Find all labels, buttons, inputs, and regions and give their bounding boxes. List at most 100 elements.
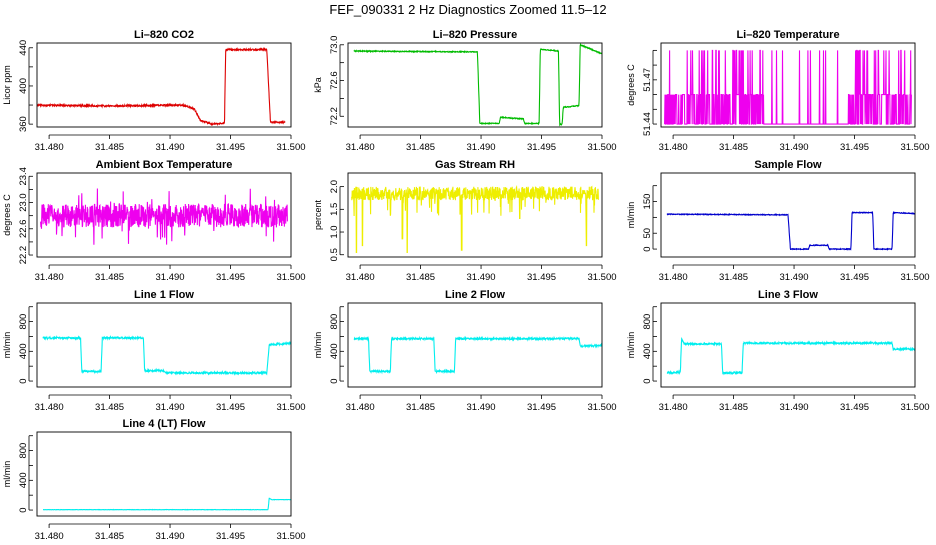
y-tick-label: 440 [18,40,29,56]
x-tick-label: 31.480 [346,142,375,153]
y-axis-label: ml/min [313,332,323,359]
y-tick-label: 22.2 [18,246,29,265]
series-line [351,184,599,254]
y-axis-label: ml/min [626,202,636,229]
x-tick-label: 31.480 [346,402,375,413]
plot-frame [36,172,292,258]
y-axis-label: ml/min [2,332,12,359]
x-tick-label: 31.485 [406,142,435,153]
x-tick-label: 31.500 [900,142,929,153]
y-tick-label: 400 [18,472,29,488]
chart-title: Sample Flow [754,159,822,171]
x-tick-label: 31.490 [780,142,809,153]
y-tick-label: 51.47 [642,68,653,92]
chart-title: Li–820 Temperature [736,29,839,41]
x-tick-label: 31.500 [276,402,305,413]
plot-frame [660,42,916,128]
x-tick-label: 31.490 [467,142,496,153]
chart-title: Gas Stream RH [435,159,515,171]
x-tick-label: 31.490 [467,402,496,413]
plot-frame [347,42,603,128]
y-tick-label: 400 [18,78,29,94]
chart-panel: Line 4 (LT) Flow ml/min 31.480 31.485 31.490… [2,418,306,542]
x-tick-label: 31.490 [156,531,185,540]
x-tick-label: 31.500 [587,142,616,153]
plot-frame [660,172,916,258]
x-tick-label: 31.480 [659,402,688,413]
x-tick-label: 31.485 [95,402,124,413]
y-axis-label: kPa [313,77,323,93]
plot-frame [36,42,292,128]
chart-panel: Sample Flow ml/min 31.480 31.485 31.490 31.49… [626,159,930,283]
x-tick-label: 31.480 [35,531,64,540]
x-tick-label: 31.490 [467,272,496,283]
x-tick-label: 31.485 [406,272,435,283]
chart-panel: Line 2 Flow ml/min 31.480 31.485 31.490 31.49… [313,289,617,413]
x-tick-label: 31.490 [156,272,185,283]
x-tick-label: 31.490 [780,272,809,283]
y-axis-label: Licor ppm [2,65,12,105]
x-tick-label: 31.480 [659,142,688,153]
chart-panel: Li–820 Temperature degrees C 31.480 31.485 3… [626,29,930,153]
panels: Li–820 CO2 Licor ppm 31.480 31.485 31.490 31.… [2,29,930,542]
series-line [666,210,915,251]
y-tick-label: 73.0 [329,36,340,55]
x-tick-label: 31.480 [35,142,64,153]
y-tick-label: 800 [18,443,29,459]
x-tick-label: 31.495 [216,272,245,283]
x-tick-label: 31.500 [276,142,305,153]
chart-panel: Li–820 Pressure kPa 31.480 31.485 31.490 31.4… [313,29,617,153]
y-tick-label: 400 [329,343,340,359]
x-tick-label: 31.495 [840,142,869,153]
y-tick-label: 0 [329,378,340,383]
plot-frame [347,172,603,258]
x-tick-label: 31.500 [900,402,929,413]
plot-frame [347,302,603,388]
x-tick-label: 31.490 [156,402,185,413]
y-tick-label: 51.44 [642,112,653,136]
x-tick-label: 31.490 [780,402,809,413]
plot-frame [36,431,292,517]
y-tick-label: 23.4 [18,167,29,186]
chart-panel: Gas Stream RH percent 31.480 31.485 31.490 31… [313,159,617,283]
chart-panel: Line 1 Flow ml/min 31.480 31.485 31.490 31.49… [2,289,306,413]
x-tick-label: 31.485 [406,402,435,413]
y-tick-label: 1.5 [329,203,340,216]
plot-frame [660,302,916,388]
y-tick-label: 72.6 [329,71,340,90]
series-line [664,49,912,125]
y-tick-label: 2.0 [329,180,340,193]
y-tick-label: 0.5 [329,248,340,261]
x-tick-label: 31.485 [719,272,748,283]
y-tick-label: 400 [18,343,29,359]
y-tick-label: 1.0 [329,225,340,238]
x-tick-label: 31.485 [95,272,124,283]
y-tick-label: 800 [642,314,653,330]
chart-panel: Ambient Box Temperature degrees C 31.480 31… [2,159,306,283]
x-tick-label: 31.500 [587,272,616,283]
y-tick-label: 150 [642,194,653,210]
x-tick-label: 31.485 [719,142,748,153]
chart-panel: Li–820 CO2 Licor ppm 31.480 31.485 31.490 31.… [2,29,306,153]
chart-title: Line 1 Flow [134,289,194,301]
series-line [42,334,291,376]
x-tick-label: 31.480 [346,272,375,283]
x-tick-label: 31.500 [900,272,929,283]
series-line [37,46,286,127]
x-tick-label: 31.480 [35,272,64,283]
x-tick-label: 31.480 [35,402,64,413]
chart-title: Line 4 (LT) Flow [123,418,206,430]
x-tick-label: 31.500 [276,272,305,283]
chart-panel: Line 3 Flow ml/min 31.480 31.485 31.490 31.49… [626,289,930,413]
x-tick-label: 31.500 [276,531,305,540]
series-line [353,43,602,127]
x-tick-label: 31.495 [216,402,245,413]
x-tick-label: 31.495 [216,142,245,153]
y-tick-label: 800 [329,314,340,330]
x-tick-label: 31.485 [95,142,124,153]
x-tick-label: 31.495 [527,272,556,283]
plot-frame [36,302,292,388]
x-tick-label: 31.480 [659,272,688,283]
y-tick-label: 0 [18,507,29,512]
y-tick-label: 23.0 [18,193,29,212]
